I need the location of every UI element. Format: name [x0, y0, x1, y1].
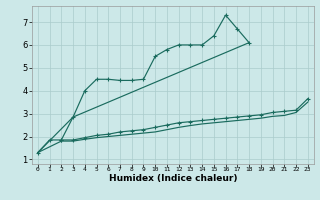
X-axis label: Humidex (Indice chaleur): Humidex (Indice chaleur)	[108, 174, 237, 183]
